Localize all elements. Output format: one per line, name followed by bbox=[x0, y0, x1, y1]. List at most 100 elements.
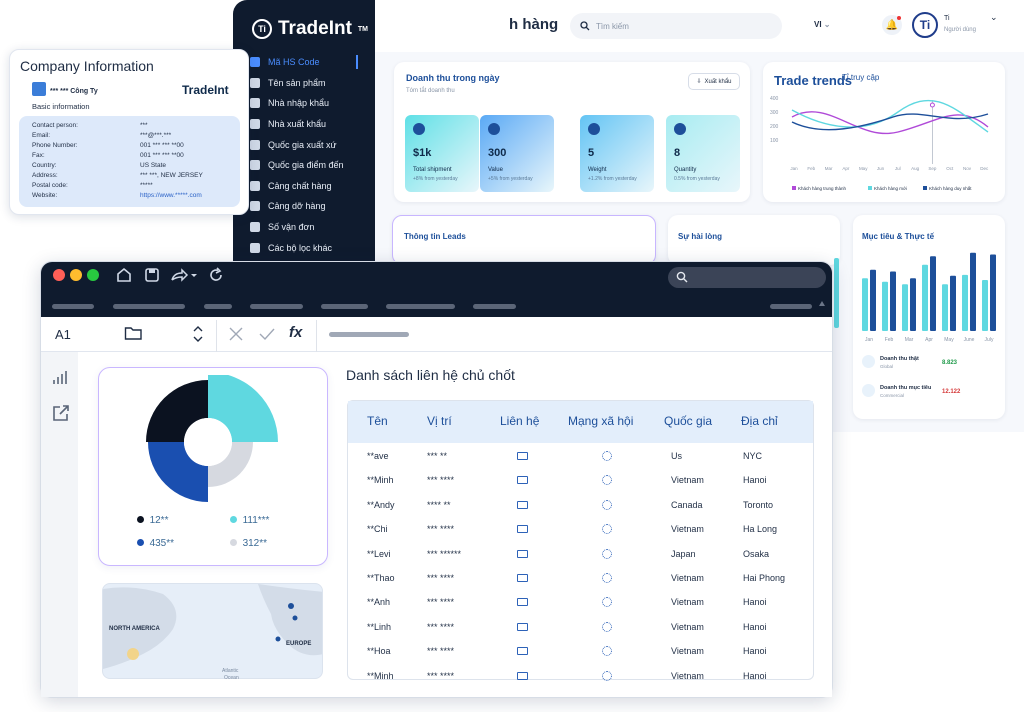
folder-icon[interactable] bbox=[124, 325, 143, 341]
company-field-label: Postal code: bbox=[32, 182, 68, 189]
mail-icon[interactable] bbox=[517, 500, 528, 509]
column-header[interactable]: Liên hệ bbox=[500, 414, 540, 428]
column-header[interactable]: Vị trí bbox=[427, 414, 452, 428]
social-link-icon[interactable] bbox=[602, 475, 612, 486]
search-input[interactable]: Tìm kiếm bbox=[570, 13, 782, 39]
contacts-table bbox=[347, 400, 814, 680]
download-icon: ⇩ bbox=[696, 79, 702, 85]
confirm-icon[interactable] bbox=[258, 326, 276, 342]
sidebar-item-3[interactable]: Nhà xuất khẩu bbox=[250, 114, 375, 135]
stat-icon bbox=[413, 123, 425, 135]
formula-input[interactable] bbox=[329, 332, 409, 337]
trend-x-tick: Apr bbox=[842, 166, 850, 171]
menu-tab-7[interactable] bbox=[473, 304, 516, 309]
avatar[interactable]: Ti bbox=[912, 12, 938, 38]
home-icon[interactable] bbox=[116, 267, 132, 283]
bar-chart-icon[interactable] bbox=[52, 368, 70, 386]
minimize-window-button[interactable] bbox=[70, 269, 82, 281]
mail-icon[interactable] bbox=[517, 574, 528, 582]
social-link-icon[interactable] bbox=[602, 670, 612, 681]
company-field-label: Email: bbox=[32, 132, 51, 139]
refresh-icon[interactable] bbox=[208, 267, 224, 283]
window-search-input[interactable] bbox=[668, 267, 826, 288]
menu-tab-5[interactable] bbox=[321, 304, 368, 309]
social-link-icon[interactable] bbox=[602, 451, 612, 461]
table-cell: **Thao bbox=[367, 573, 395, 583]
sidebar-item-label: Nhà nhập khẩu bbox=[268, 98, 330, 109]
stat-card-0[interactable]: $1k Total shipment +8% from yesterday bbox=[405, 115, 479, 192]
close-window-button[interactable] bbox=[53, 269, 65, 281]
sidebar-item-0[interactable]: Mã HS Code bbox=[250, 52, 375, 73]
goal-bar-reality bbox=[862, 278, 868, 331]
share-icon[interactable] bbox=[170, 267, 198, 283]
mail-icon[interactable] bbox=[517, 671, 528, 680]
cell-reference[interactable]: A1 bbox=[55, 327, 71, 342]
mail-icon[interactable] bbox=[517, 622, 528, 631]
social-link-icon[interactable] bbox=[602, 621, 612, 632]
world-map[interactable] bbox=[102, 583, 323, 679]
trend-x-tick: Nov bbox=[963, 166, 972, 171]
column-header[interactable]: Tên bbox=[367, 414, 388, 428]
export-button[interactable]: ⇩ Xuất khẩu bbox=[688, 73, 740, 90]
sidebar-item-1[interactable]: Tên sản phẩm bbox=[250, 73, 375, 94]
company-website-link[interactable]: https://www.*****.com bbox=[140, 192, 202, 199]
cancel-icon[interactable] bbox=[228, 326, 244, 342]
table-cell: Us bbox=[671, 451, 682, 461]
menu-tab-3[interactable] bbox=[204, 304, 232, 309]
stepper-icon[interactable] bbox=[192, 324, 204, 344]
stat-card-2[interactable]: 5 Weight +1.2% from yesterday bbox=[580, 115, 654, 192]
table-cell: Toronto bbox=[743, 499, 774, 510]
mail-icon[interactable] bbox=[517, 452, 528, 460]
sidebar-item-9[interactable]: Các bộ lọc khác bbox=[250, 237, 375, 258]
sidebar-item-2[interactable]: Nhà nhập khẩu bbox=[250, 93, 375, 114]
company-field-label: Phone Number: bbox=[32, 142, 78, 149]
menu-tab-4[interactable] bbox=[250, 304, 303, 309]
goal-legend-value: 12.122 bbox=[942, 389, 961, 395]
social-link-icon[interactable] bbox=[602, 548, 612, 559]
table-cell: **ave bbox=[367, 451, 389, 461]
sidebar-item-5[interactable]: Quốc gia điểm đến bbox=[250, 155, 375, 176]
social-link-icon[interactable] bbox=[602, 524, 612, 535]
function-icon[interactable]: fx bbox=[289, 324, 303, 341]
notification-button[interactable]: 🔔 bbox=[882, 15, 902, 35]
social-link-icon[interactable] bbox=[602, 646, 612, 657]
mail-icon[interactable] bbox=[517, 598, 528, 607]
sidebar-item-7[interactable]: Cảng dỡ hàng bbox=[250, 196, 375, 217]
sidebar-item-8[interactable]: Số vận đơn bbox=[250, 217, 375, 238]
stat-card-3[interactable]: 8 Quantity 0.5% from yesterday bbox=[666, 115, 740, 192]
user-menu-chevron-icon[interactable]: ⌄ bbox=[990, 12, 998, 22]
stat-icon bbox=[588, 123, 600, 135]
menu-tab-8[interactable] bbox=[770, 304, 812, 309]
collapse-up-icon[interactable] bbox=[819, 301, 825, 306]
column-header[interactable]: Địa chỉ bbox=[741, 414, 778, 428]
mail-icon[interactable] bbox=[517, 647, 528, 656]
menu-tab-2[interactable] bbox=[113, 304, 185, 309]
social-link-icon[interactable] bbox=[602, 573, 612, 583]
goal-legend-label: Doanh thu mục tiêu bbox=[880, 385, 932, 391]
menu-tab-1[interactable] bbox=[52, 304, 94, 309]
column-header[interactable]: Quốc gia bbox=[664, 414, 713, 428]
stat-card-1[interactable]: 300 Value +5% from yesterday bbox=[480, 115, 554, 192]
sidebar-item-4[interactable]: Quốc gia xuất xứ bbox=[250, 134, 375, 155]
sidebar-item-icon bbox=[250, 160, 260, 171]
sidebar-item-icon bbox=[250, 201, 260, 212]
trend-legend-swatch bbox=[868, 186, 872, 190]
mail-icon[interactable] bbox=[517, 549, 528, 558]
table-cell: **Levi bbox=[367, 548, 391, 559]
company-field-label: Fax: bbox=[32, 152, 45, 159]
maximize-window-button[interactable] bbox=[87, 269, 99, 281]
app-logo[interactable]: Ti TradeInt TM bbox=[252, 18, 368, 40]
menu-tab-6[interactable] bbox=[386, 304, 455, 309]
save-icon[interactable] bbox=[144, 267, 160, 283]
table-cell: **Andy bbox=[367, 499, 395, 510]
open-external-icon[interactable] bbox=[52, 404, 70, 422]
search-icon bbox=[580, 21, 590, 31]
column-header[interactable]: Mạng xã hội bbox=[568, 414, 634, 428]
social-link-icon[interactable] bbox=[602, 499, 612, 510]
social-link-icon[interactable] bbox=[602, 597, 612, 608]
mail-icon[interactable] bbox=[517, 525, 528, 534]
legend-dot bbox=[137, 516, 144, 523]
sidebar-item-6[interactable]: Cảng chất hàng bbox=[250, 176, 375, 197]
mail-icon[interactable] bbox=[517, 476, 528, 485]
language-select[interactable]: VI ⌄ bbox=[814, 20, 831, 29]
